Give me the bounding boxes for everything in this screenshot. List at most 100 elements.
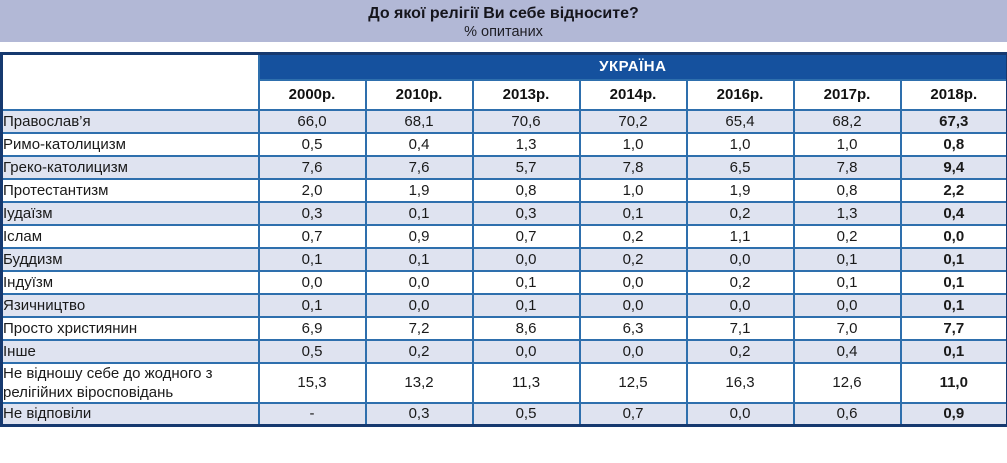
value-cell: 7,8 <box>792 154 902 180</box>
value-cell: 0,8 <box>471 177 581 203</box>
value-cell: 0,1 <box>257 292 367 318</box>
value-cell: 16,3 <box>685 361 795 404</box>
value-cell: 7,6 <box>364 154 474 180</box>
table-row: Не відношу себе до жодного з релігійних … <box>0 361 1007 404</box>
value-cell: 11,3 <box>471 361 581 404</box>
page-title: До якої релігії Ви себе відносите? <box>368 5 639 22</box>
value-cell: 7,2 <box>364 315 474 341</box>
table-row: Язичництво 0,1 0,0 0,1 0,0 0,0 0,0 0,1 <box>0 292 1007 318</box>
table-row: Індуїзм 0,0 0,0 0,1 0,0 0,2 0,1 0,1 <box>0 269 1007 295</box>
region-header: УКРАЇНА <box>257 52 1007 81</box>
row-label: Язичництво <box>0 292 260 318</box>
value-cell: 2,2 <box>899 177 1007 203</box>
row-label: Буддизм <box>0 246 260 272</box>
value-cell: 0,1 <box>792 246 902 272</box>
year-header-2016: 2016р. <box>685 78 795 111</box>
value-cell: 6,5 <box>685 154 795 180</box>
row-label: Греко-католицизм <box>0 154 260 180</box>
title-band: До якої релігії Ви себе відносите? % опи… <box>0 0 1007 42</box>
value-cell: 1,1 <box>685 223 795 249</box>
value-cell: 0,8 <box>792 177 902 203</box>
table-row: Не відповіли -0,3 0,5 0,7 0,0 0,6 0,9 <box>0 401 1007 427</box>
table-row: Православ’я 66,0 68,1 70,6 70,2 65,4 68,2 67,3 <box>0 108 1007 134</box>
value-cell: 6,3 <box>578 315 688 341</box>
row-label: Римо-католицизм <box>0 131 260 157</box>
value-cell: 1,0 <box>578 131 688 157</box>
year-header-2000: 2000р. <box>257 78 367 111</box>
value-cell: 0,2 <box>792 223 902 249</box>
value-cell: 1,3 <box>471 131 581 157</box>
value-cell: 0,1 <box>899 246 1007 272</box>
value-cell: 0,3 <box>471 200 581 226</box>
value-cell: 7,8 <box>578 154 688 180</box>
row-label: Іудаїзм <box>0 200 260 226</box>
value-cell: 0,1 <box>578 200 688 226</box>
row-label: Індуїзм <box>0 269 260 295</box>
value-cell: 0,1 <box>257 246 367 272</box>
value-cell: 0,2 <box>578 246 688 272</box>
value-cell: 0,1 <box>899 292 1007 318</box>
table-row: Іудаїзм 0,3 0,1 0,3 0,1 0,2 1,3 0,4 <box>0 200 1007 226</box>
value-cell: 0,0 <box>792 292 902 318</box>
row-label: Не відношу себе до жодного з релігійних … <box>0 361 260 404</box>
value-cell: 0,8 <box>899 131 1007 157</box>
corner-cell <box>0 52 260 111</box>
value-cell: 0,0 <box>257 269 367 295</box>
value-cell: 0,5 <box>257 131 367 157</box>
value-cell: 0,7 <box>257 223 367 249</box>
year-header-2017: 2017р. <box>792 78 902 111</box>
row-label: Іслам <box>0 223 260 249</box>
table-row: Греко-католицизм 7,6 7,6 5,7 7,8 6,5 7,8 9,4 <box>0 154 1007 180</box>
value-cell: 0,2 <box>685 338 795 364</box>
value-cell: 0,2 <box>578 223 688 249</box>
religion-affiliation-table: УКРАЇНА 2000р. 2010р. 2013р. 2014р. 2016р. 20… <box>0 52 1007 427</box>
value-cell: 0,0 <box>471 338 581 364</box>
value-cell: 70,6 <box>471 108 581 134</box>
value-cell: 9,4 <box>899 154 1007 180</box>
row-label: Не відповіли <box>0 401 260 427</box>
value-cell: 7,7 <box>899 315 1007 341</box>
value-cell: 0,0 <box>364 269 474 295</box>
value-cell: 0,6 <box>792 401 902 427</box>
value-cell: 0,9 <box>364 223 474 249</box>
row-label: Православ’я <box>0 108 260 134</box>
value-cell: 0,1 <box>364 200 474 226</box>
table-row: Інше 0,5 0,2 0,0 0,0 0,2 0,4 0,1 <box>0 338 1007 364</box>
value-cell: 8,6 <box>471 315 581 341</box>
value-cell: 0,4 <box>364 131 474 157</box>
value-cell: 0,1 <box>899 269 1007 295</box>
value-cell: 0,1 <box>792 269 902 295</box>
value-cell: 0,4 <box>792 338 902 364</box>
year-header-2010: 2010р. <box>364 78 474 111</box>
year-header-2014: 2014р. <box>578 78 688 111</box>
value-cell: 1,0 <box>685 131 795 157</box>
value-cell: 0,7 <box>471 223 581 249</box>
value-cell: 0,2 <box>364 338 474 364</box>
value-cell: 13,2 <box>364 361 474 404</box>
table-row: Протестантизм 2,0 1,9 0,8 1,0 1,9 0,8 2,2 <box>0 177 1007 203</box>
value-cell: 68,2 <box>792 108 902 134</box>
value-cell: 0,0 <box>685 246 795 272</box>
value-cell: 0,2 <box>685 269 795 295</box>
value-cell: 0,1 <box>471 269 581 295</box>
value-cell: 68,1 <box>364 108 474 134</box>
value-cell: 0,2 <box>685 200 795 226</box>
value-cell: 0,1 <box>899 338 1007 364</box>
value-cell: 0,0 <box>578 292 688 318</box>
table-body: Православ’я 66,0 68,1 70,6 70,2 65,4 68,2 67,3 Р… <box>0 108 1007 427</box>
value-cell: 0,7 <box>578 401 688 427</box>
year-header-row: 2000р. 2010р. 2013р. 2014р. 2016р. 2017р. 2018… <box>2 78 1007 111</box>
value-cell: 7,6 <box>257 154 367 180</box>
row-label: Протестантизм <box>0 177 260 203</box>
value-cell: 0,1 <box>471 292 581 318</box>
table-row: Буддизм 0,1 0,1 0,0 0,2 0,0 0,1 0,1 <box>0 246 1007 272</box>
value-cell: 1,9 <box>364 177 474 203</box>
value-cell: 1,0 <box>578 177 688 203</box>
page-subtitle: % опитаних <box>464 24 543 40</box>
value-cell: 0,1 <box>364 246 474 272</box>
value-cell: 7,1 <box>685 315 795 341</box>
region-header-row: УКРАЇНА <box>0 52 1007 111</box>
year-header-2013: 2013р. <box>471 78 581 111</box>
value-cell: 0,0 <box>899 223 1007 249</box>
